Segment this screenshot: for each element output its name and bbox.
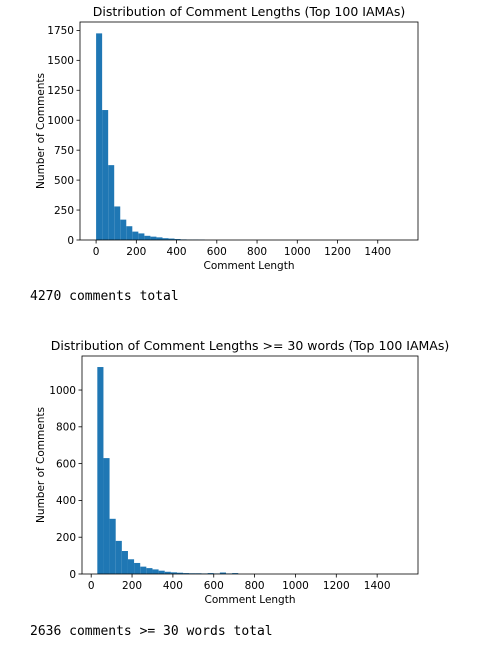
- histogram-bar: [219, 572, 226, 574]
- histogram-bar: [183, 573, 190, 574]
- x-tick-label: 200: [126, 246, 146, 258]
- chart-comment-lengths-30-words: 0 200 400 600 800 1000 1200 1400 0 200 400 600 800 10…: [0, 334, 481, 612]
- y-tick-label: 1250: [47, 85, 74, 97]
- histogram-bar: [102, 110, 109, 241]
- x-tick-label: 1000: [284, 246, 311, 258]
- x-tick-label: 400: [163, 580, 183, 592]
- y-tick-label: 1000: [47, 115, 74, 127]
- histogram-bar: [109, 518, 116, 574]
- histogram-bar: [146, 568, 153, 574]
- x-tick-label: 400: [167, 246, 187, 258]
- histogram-bar: [158, 570, 165, 574]
- histogram-bar: [207, 573, 214, 574]
- chart-svg: 0 200 400 600 800 1000 1200 1400 0 250 500 750 1000 1…: [35, 4, 419, 272]
- x-tick-label: 800: [247, 246, 267, 258]
- x-tick-label: 1200: [323, 580, 350, 592]
- x-tick-label: 0: [88, 580, 95, 592]
- histogram-bar: [115, 540, 122, 574]
- y-tick-label: 750: [54, 145, 74, 157]
- histogram-bar: [132, 231, 139, 240]
- y-tick-label: 250: [54, 205, 74, 217]
- x-axis-label: Comment Length: [204, 260, 295, 272]
- histogram-bar: [127, 559, 135, 574]
- histogram-bar: [176, 572, 184, 574]
- histogram-bar: [168, 238, 175, 240]
- x-tick-label: 1400: [364, 580, 391, 592]
- histogram-bar: [174, 239, 181, 240]
- y-tick-label: 0: [69, 569, 76, 581]
- comments-30-words-total-output: 2636 comments >= 30 words total: [30, 624, 273, 639]
- x-tick-label: 600: [204, 580, 224, 592]
- histogram-bar: [120, 219, 127, 240]
- x-tick-label: 600: [207, 246, 227, 258]
- x-tick-label: 1200: [324, 246, 351, 258]
- histogram-bar: [232, 573, 239, 574]
- y-tick-label: 500: [54, 175, 74, 187]
- histogram-bar: [138, 233, 145, 240]
- chart-title: Distribution of Comment Lengths >= 30 wo…: [51, 338, 450, 353]
- histogram-bar: [152, 569, 159, 574]
- histogram-bar: [150, 236, 157, 240]
- y-tick-label: 600: [56, 458, 76, 470]
- x-tick-label: 1000: [282, 580, 309, 592]
- histogram-bar: [103, 458, 110, 574]
- plot-frame: [79, 21, 419, 241]
- y-tick-label: 1750: [47, 25, 74, 37]
- histogram-bar: [114, 206, 121, 240]
- histogram-bar: [121, 551, 128, 574]
- histogram-bar: [144, 235, 151, 240]
- x-tick-label: 200: [122, 580, 142, 592]
- chart-title: Distribution of Comment Lengths (Top 100…: [93, 4, 405, 19]
- x-tick-label: 0: [93, 246, 100, 258]
- y-tick-label: 800: [56, 422, 76, 434]
- histogram-bar: [96, 33, 103, 240]
- y-tick-label: 400: [56, 495, 76, 507]
- histogram-bar: [134, 562, 141, 574]
- histogram-bar: [164, 571, 171, 574]
- y-tick-label: 0: [67, 235, 74, 247]
- histogram-bar: [108, 165, 115, 240]
- histogram-bar: [162, 238, 169, 240]
- plot-frame: [81, 355, 419, 575]
- chart-svg: 0 200 400 600 800 1000 1200 1400 0 200 400 600 800 10…: [35, 338, 450, 606]
- y-tick-label: 1500: [47, 55, 74, 67]
- chart-comment-lengths: 0 200 400 600 800 1000 1200 1400 0 250 500 750 1000 1…: [0, 0, 481, 278]
- x-tick-label: 1400: [364, 246, 391, 258]
- y-tick-label: 1000: [49, 385, 76, 397]
- histogram-bar: [140, 566, 147, 574]
- histogram-bar: [156, 237, 163, 240]
- comments-total-output: 4270 comments total: [30, 289, 179, 304]
- histogram-bar: [170, 572, 177, 574]
- y-axis-label: Number of Comments: [35, 407, 47, 523]
- y-axis-label: Number of Comments: [35, 73, 47, 189]
- histogram-bar: [126, 226, 133, 240]
- histogram-bar: [97, 367, 104, 574]
- y-tick-label: 200: [56, 532, 76, 544]
- x-tick-label: 800: [245, 580, 265, 592]
- x-axis-label: Comment Length: [205, 594, 296, 606]
